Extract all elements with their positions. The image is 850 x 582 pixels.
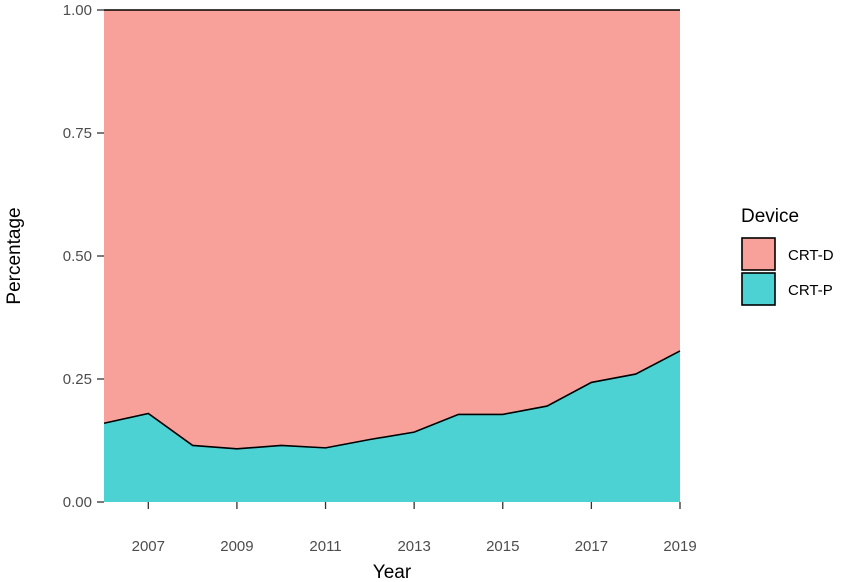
x-tick-label: 2009 bbox=[220, 538, 253, 555]
x-axis-title: Year bbox=[373, 562, 412, 582]
x-tick-label: 2017 bbox=[575, 538, 608, 555]
legend-key-crt-p bbox=[741, 272, 776, 306]
plot-area bbox=[103, 9, 681, 502]
legend: Device CRT-D CRT-P bbox=[741, 206, 834, 306]
x-tick-label: 2007 bbox=[132, 538, 165, 555]
y-tick-label: 1.00 bbox=[63, 2, 92, 19]
legend-label-crt-d: CRT-D bbox=[788, 247, 834, 264]
y-axis-title: Percentage bbox=[4, 207, 25, 304]
y-tick-label: 0.75 bbox=[63, 125, 92, 142]
legend-title: Device bbox=[741, 206, 799, 227]
series-area-crt-d bbox=[104, 10, 680, 449]
legend-label-crt-p: CRT-P bbox=[788, 282, 833, 299]
series-line-crt-p bbox=[103, 350, 681, 450]
y-tick-label: 0.50 bbox=[63, 248, 92, 265]
axes: 0.00 0.25 0.50 0.75 1.00 2007 2009 2011 2013 2015… bbox=[63, 2, 697, 555]
y-tick-label: 0.00 bbox=[63, 494, 92, 511]
x-tick-label: 2015 bbox=[486, 538, 519, 555]
legend-key-crt-d bbox=[741, 237, 776, 271]
x-tick-label: 2019 bbox=[663, 538, 696, 555]
x-tick-label: 2013 bbox=[397, 538, 430, 555]
y-tick-label: 0.25 bbox=[63, 371, 92, 388]
series-area-crt-p bbox=[104, 350, 680, 502]
x-tick-label: 2011 bbox=[309, 538, 341, 555]
